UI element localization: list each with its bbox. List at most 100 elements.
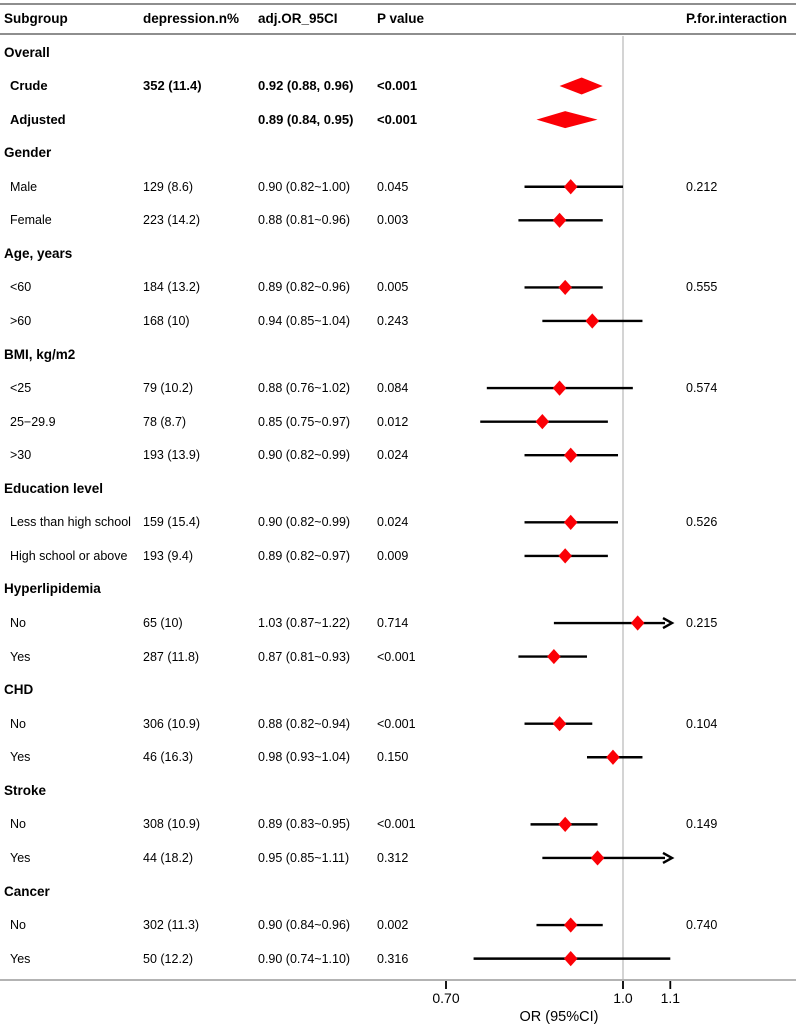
row-label: No [10, 817, 26, 832]
section-row: Age, years [0, 243, 796, 265]
row-label: Yes [10, 750, 31, 765]
p-interaction-value: 0.215 [686, 616, 718, 631]
row-label: Less than high school [10, 515, 131, 530]
or-ci-value: 0.90 (0.74~1.10) [258, 951, 351, 966]
data-row: 25−29.9 78 (8.7) 0.85 (0.75~0.97) 0.012 [0, 411, 796, 433]
section-label: Gender [4, 145, 52, 161]
or-ci-value: 0.92 (0.88, 0.96) [258, 78, 354, 94]
n-percent-value: 306 (10.9) [143, 716, 200, 731]
n-percent-value: 302 (11.3) [143, 918, 200, 933]
section-row: BMI, kg/m2 [0, 344, 796, 366]
row-label: Crude [10, 78, 48, 94]
x-axis-title: OR (95%CI) [519, 1009, 599, 1025]
column-header-subgroup: Subgroup [4, 11, 68, 26]
p-value: 0.714 [377, 616, 409, 631]
data-row: Yes 46 (16.3) 0.98 (0.93~1.04) 0.150 [0, 746, 796, 768]
p-interaction-value: 0.526 [686, 515, 718, 530]
p-value: 0.005 [377, 280, 409, 295]
section-row: Stroke [0, 780, 796, 802]
row-label: >60 [10, 313, 32, 328]
or-ci-value: 0.95 (0.85~1.11) [258, 850, 350, 865]
n-percent-value: 193 (9.4) [143, 548, 194, 563]
section-label: Age, years [4, 245, 73, 261]
data-row: No 306 (10.9) 0.88 (0.82~0.94) <0.001 0.104 [0, 713, 796, 735]
or-ci-value: 0.89 (0.84, 0.95) [258, 111, 354, 127]
or-ci-value: 0.94 (0.85~1.04) [258, 313, 351, 328]
n-percent-value: 168 (10) [143, 313, 190, 328]
column-header-p-value: P value [377, 11, 425, 26]
row-label: Male [10, 179, 38, 194]
data-row: Crude 352 (11.4) 0.92 (0.88, 0.96) <0.001 [0, 75, 796, 97]
p-value: 0.150 [377, 750, 409, 765]
or-ci-value: 0.98 (0.93~1.04) [258, 750, 351, 765]
axis-tick-label: 1.1 [660, 990, 681, 1006]
n-percent-value: 50 (12.2) [143, 951, 194, 966]
section-label: BMI, kg/m2 [4, 346, 76, 362]
section-row: Cancer [0, 881, 796, 903]
data-row: Female 223 (14.2) 0.88 (0.81~0.96) 0.003 [0, 209, 796, 231]
n-percent-value: 79 (10.2) [143, 381, 194, 396]
row-label: Yes [10, 850, 31, 865]
p-value: 0.003 [377, 213, 409, 228]
data-row: Yes 287 (11.8) 0.87 (0.81~0.93) <0.001 [0, 646, 796, 668]
data-row: No 308 (10.9) 0.89 (0.83~0.95) <0.001 0.149 [0, 813, 796, 835]
section-label: Hyperlipidemia [4, 581, 101, 597]
section-label: Education level [4, 480, 104, 496]
data-row: No 65 (10) 1.03 (0.87~1.22) 0.714 0.215 [0, 612, 796, 634]
or-ci-value: 0.85 (0.75~0.97) [258, 414, 351, 429]
p-interaction-value: 0.212 [686, 179, 718, 194]
or-ci-value: 0.89 (0.83~0.95) [258, 817, 351, 832]
p-interaction-value: 0.149 [686, 817, 718, 832]
or-ci-value: 0.88 (0.81~0.96) [258, 213, 351, 228]
section-row: Gender [0, 142, 796, 164]
or-ci-value: 1.03 (0.87~1.22) [258, 616, 351, 631]
section-label: Stroke [4, 782, 47, 798]
p-value: 0.024 [377, 515, 409, 530]
n-percent-value: 44 (18.2) [143, 850, 194, 865]
axis-tick-label: 0.70 [432, 990, 460, 1006]
n-percent-value: 193 (13.9) [143, 448, 200, 463]
column-header-depression-n: depression.n% [143, 11, 240, 26]
header-rule [0, 33, 796, 35]
n-percent-value: 308 (10.9) [143, 817, 200, 832]
row-label: High school or above [10, 548, 128, 563]
n-percent-value: 65 (10) [143, 616, 183, 631]
data-row: <25 79 (10.2) 0.88 (0.76~1.02) 0.084 0.574 [0, 377, 796, 399]
p-value: 0.045 [377, 179, 409, 194]
column-header-adj-or: adj.OR_95CI [258, 11, 338, 26]
or-ci-value: 0.87 (0.81~0.93) [258, 649, 351, 664]
p-value: <0.001 [377, 817, 416, 832]
data-row: Yes 50 (12.2) 0.90 (0.74~1.10) 0.316 [0, 948, 796, 970]
n-percent-value: 352 (11.4) [143, 78, 202, 94]
row-label: 25−29.9 [10, 414, 56, 429]
p-value: 0.084 [377, 381, 409, 396]
bottom-rule [0, 979, 796, 981]
row-label: >30 [10, 448, 32, 463]
p-value: 0.312 [377, 850, 409, 865]
p-interaction-value: 0.555 [686, 280, 718, 295]
column-header-p-interaction: P.for.interaction [686, 11, 788, 26]
row-label: <25 [10, 381, 32, 396]
row-label: Adjusted [10, 111, 66, 127]
or-ci-value: 0.90 (0.84~0.96) [258, 918, 351, 933]
n-percent-value: 159 (15.4) [143, 515, 200, 530]
n-percent-value: 287 (11.8) [143, 649, 200, 664]
section-row: Overall [0, 42, 796, 64]
n-percent-value: 184 (13.2) [143, 280, 200, 295]
section-label: Cancer [4, 883, 50, 899]
p-value: 0.316 [377, 951, 409, 966]
p-value: 0.024 [377, 448, 409, 463]
data-row: Less than high school 159 (15.4) 0.90 (0.8… [0, 511, 796, 533]
data-row: Adjusted 0.89 (0.84, 0.95) <0.001 [0, 109, 796, 131]
row-label: No [10, 616, 26, 631]
row-label: Yes [10, 649, 31, 664]
or-ci-value: 0.89 (0.82~0.96) [258, 280, 351, 295]
p-value: <0.001 [377, 78, 418, 94]
p-interaction-value: 0.574 [686, 381, 718, 396]
data-row: >30 193 (13.9) 0.90 (0.82~0.99) 0.024 [0, 444, 796, 466]
section-row: CHD [0, 679, 796, 701]
or-ci-value: 0.88 (0.76~1.02) [258, 381, 351, 396]
data-row: Male 129 (8.6) 0.90 (0.82~1.00) 0.045 0.212 [0, 176, 796, 198]
p-value: <0.001 [377, 649, 416, 664]
